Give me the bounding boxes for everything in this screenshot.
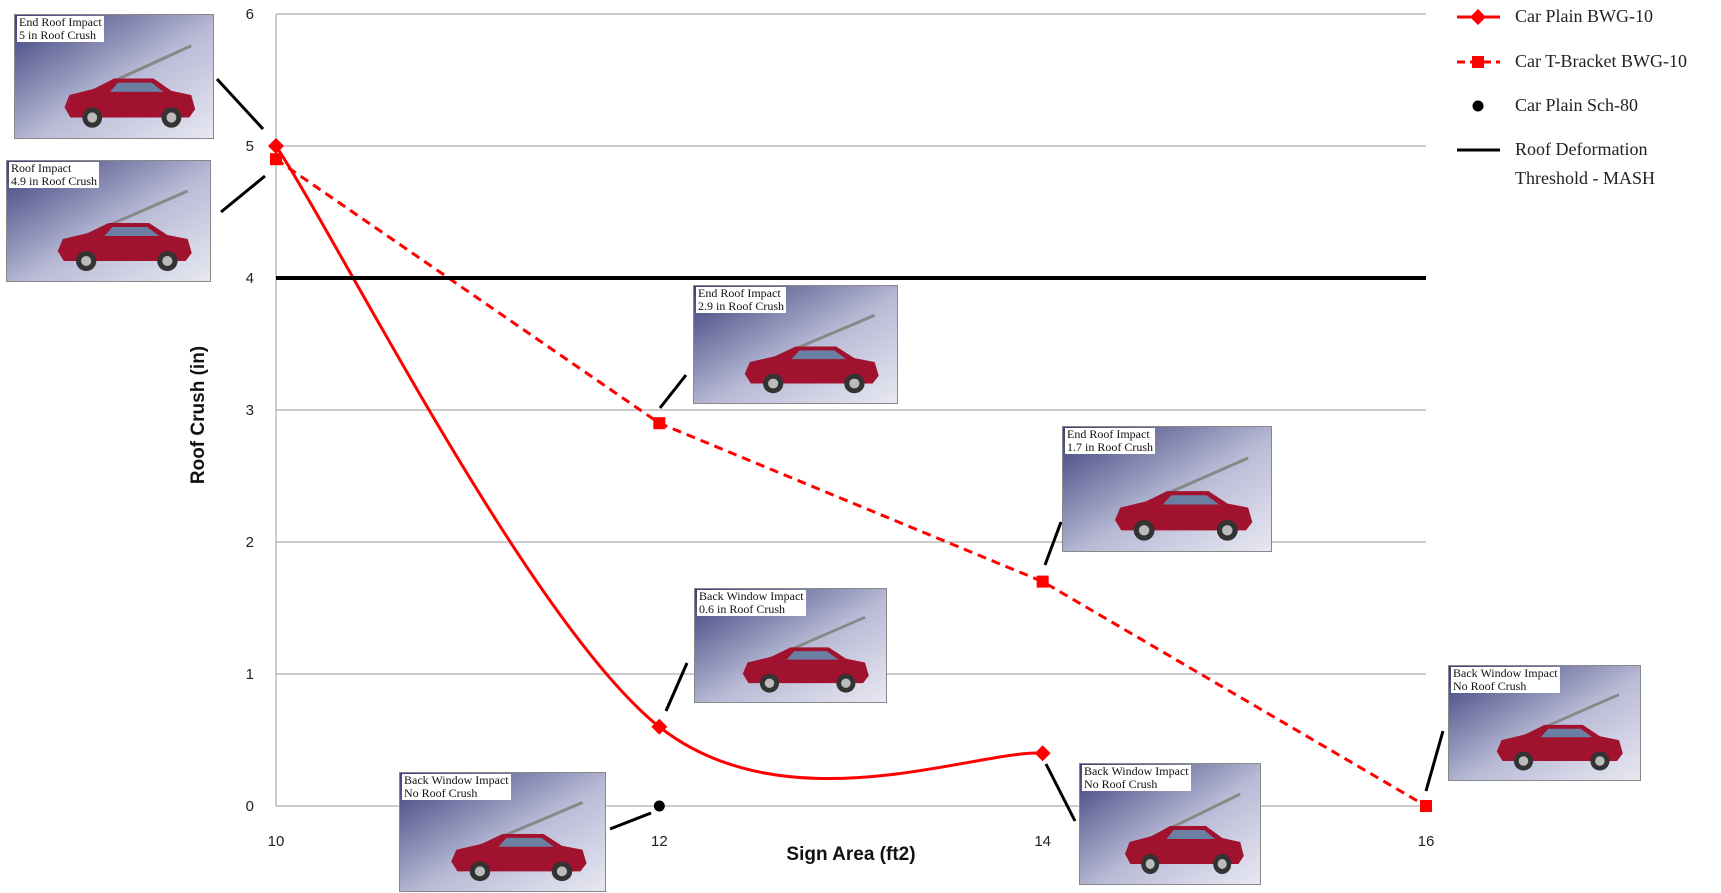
annotation-box: Back Window Impact No Roof Crush (399, 772, 606, 892)
annotation-box: End Roof Impact 1.7 in Roof Crush (1062, 426, 1272, 552)
y-tick-label: 3 (246, 402, 254, 419)
annotation-line: 5 in Roof Crush (19, 28, 97, 42)
annotation-connector (1424, 730, 1445, 792)
annotation-text: End Roof Impact 5 in Roof Crush (17, 16, 104, 42)
legend-marker (1472, 100, 1484, 112)
annotation-line: 2.9 in Roof Crush (698, 299, 785, 313)
annotation-text: Back Window Impact No Roof Crush (402, 774, 511, 800)
annotation-line: Back Window Impact (1084, 764, 1189, 778)
annotation-text: End Roof Impact 1.7 in Roof Crush (1065, 427, 1156, 454)
y-tick-label: 1 (246, 666, 254, 683)
annotation-box: End Roof Impact 5 in Roof Crush (14, 14, 214, 139)
annotation-box: Roof Impact 4.9 in Roof Crush (6, 160, 211, 282)
x-tick-label: 16 (1418, 833, 1435, 850)
legend-label: Car Plain Sch-80 (1515, 95, 1638, 115)
annotation-text: End Roof Impact 2.9 in Roof Crush (696, 286, 787, 313)
annotation-connector (1044, 763, 1077, 822)
legend-label: Car T-Bracket BWG-10 (1515, 51, 1687, 71)
annotation-line: End Roof Impact (19, 15, 102, 29)
series-line (274, 145, 1043, 781)
diamond-marker (651, 718, 668, 735)
y-tick-label: 2 (246, 534, 254, 551)
square-marker (270, 153, 282, 166)
annotation-connector (215, 77, 265, 131)
x-tick-label: 10 (268, 833, 285, 850)
y-tick-label: 0 (246, 798, 254, 815)
legend-label: Roof Deformation Threshold - MASH (1515, 139, 1655, 188)
legend-marker (1470, 9, 1486, 25)
annotation-line: 0.6 in Roof Crush (699, 602, 786, 616)
annotation-text: Back Window Impact No Roof Crush (1082, 765, 1191, 791)
car-image (7, 161, 210, 281)
x-tick-label: 12 (651, 833, 668, 850)
legend-marker (1472, 56, 1484, 68)
legend-label: Car Plain BWG-10 (1515, 6, 1653, 26)
annotation-connector (1043, 521, 1063, 566)
circle-marker (653, 800, 665, 812)
diamond-marker (268, 138, 284, 154)
annotation-box: End Roof Impact 2.9 in Roof Crush (693, 285, 898, 404)
car-image (1449, 666, 1640, 780)
annotation-line: Back Window Impact (404, 773, 509, 787)
annotation-line: No Roof Crush (404, 786, 478, 800)
annotation-box: Back Window Impact 0.6 in Roof Crush (694, 588, 887, 703)
y-tick-label: 5 (246, 138, 254, 155)
annotation-connector (609, 811, 652, 831)
annotation-text: Back Window Impact No Roof Crush (1451, 667, 1560, 693)
x-axis-title: Sign Area (ft2) (786, 844, 915, 865)
annotation-text: Roof Impact 4.9 in Roof Crush (9, 161, 100, 188)
annotation-connector (658, 374, 688, 409)
annotation-line: Back Window Impact (1453, 666, 1558, 680)
y-axis-title: Roof Crush (in) (188, 346, 209, 484)
annotation-line: End Roof Impact (1067, 427, 1150, 441)
diamond-marker (1034, 745, 1051, 762)
series-line (275, 157, 1427, 808)
annotation-text: Back Window Impact 0.6 in Roof Crush (697, 590, 806, 616)
annotation-connector (220, 174, 266, 214)
annotation-box: Back Window Impact No Roof Crush (1448, 665, 1641, 781)
annotation-line: 4.9 in Roof Crush (11, 174, 98, 188)
annotation-line: 1.7 in Roof Crush (1067, 440, 1154, 454)
annotation-line: Back Window Impact (699, 589, 804, 603)
square-marker (1420, 800, 1432, 812)
annotation-line: No Roof Crush (1084, 777, 1158, 791)
y-tick-label: 4 (246, 270, 254, 287)
annotation-connector (664, 662, 689, 712)
square-marker (653, 417, 666, 430)
square-marker (1036, 575, 1049, 588)
annotation-box: Back Window Impact No Roof Crush (1079, 763, 1261, 885)
x-tick-label: 14 (1034, 833, 1051, 850)
annotation-line: Roof Impact (11, 161, 72, 175)
y-tick-label: 6 (246, 6, 254, 23)
annotation-line: No Roof Crush (1453, 679, 1527, 693)
annotation-line: End Roof Impact (698, 286, 781, 300)
